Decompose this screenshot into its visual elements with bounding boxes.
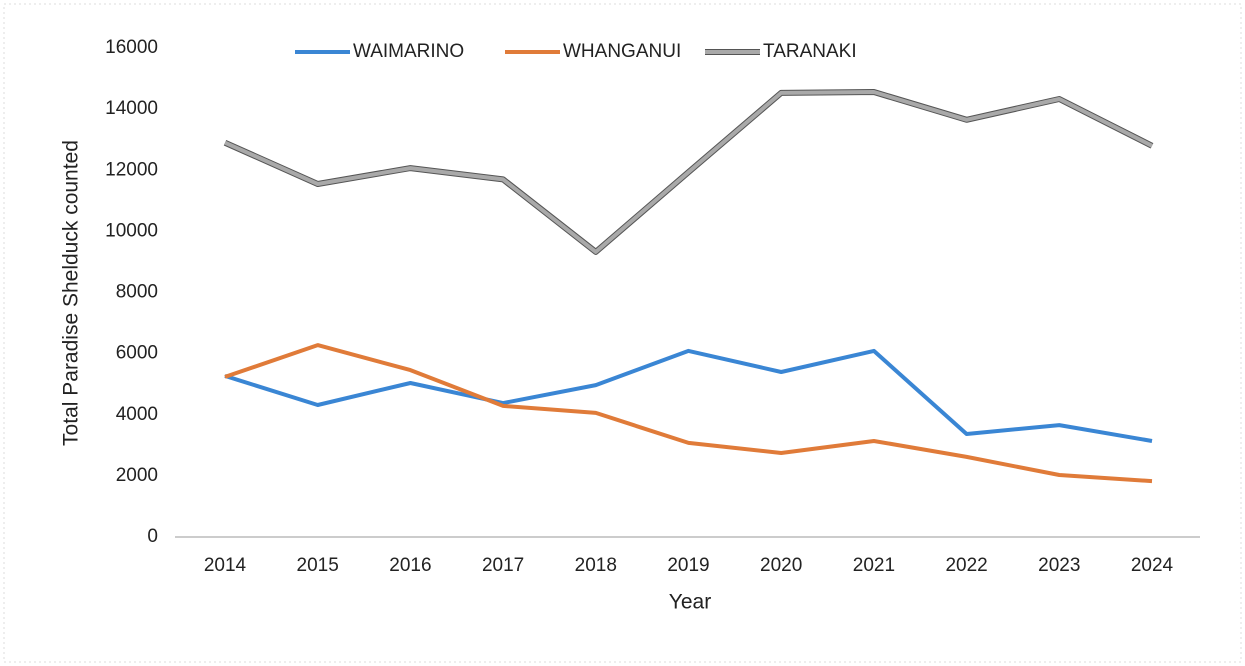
line — [224, 348, 1153, 443]
y-tick-label: 6000 — [116, 343, 158, 364]
x-tick-label: 2018 — [575, 555, 617, 576]
y-tick-label: 0 — [147, 526, 158, 547]
x-tick-label: 2017 — [482, 555, 524, 576]
line — [224, 90, 1153, 254]
y-axis-title: Total Paradise Shelduck counted — [60, 140, 83, 446]
x-tick-label: 2019 — [667, 555, 709, 576]
y-tick-label: 2000 — [116, 465, 158, 486]
y-tick-label: 16000 — [105, 37, 158, 58]
frame — [3, 3, 1242, 663]
y-tick-label: 8000 — [116, 282, 158, 303]
x-tick-label: 2023 — [1038, 555, 1080, 576]
x-tick-label: 2016 — [389, 555, 431, 576]
y-tick-label: 4000 — [116, 404, 158, 425]
y-tick-label: 12000 — [105, 159, 158, 180]
y-tick-label: 10000 — [105, 220, 158, 241]
x-tick-label: 2014 — [204, 555, 247, 576]
x-tick-label: 2015 — [297, 555, 339, 576]
x-axis-title: Year — [669, 591, 711, 614]
y-tick-label: 14000 — [105, 98, 158, 119]
x-tick-label: 2020 — [760, 555, 802, 576]
x-tick-label: 2021 — [853, 555, 895, 576]
legend-label: WAIMARINO — [353, 41, 464, 62]
x-tick-label: 2024 — [1131, 555, 1174, 576]
x-tick-label: 2022 — [945, 555, 987, 576]
legend-label: WHANGANUI — [563, 41, 681, 62]
legend-label: TARANAKI — [763, 41, 857, 62]
line — [224, 343, 1153, 484]
